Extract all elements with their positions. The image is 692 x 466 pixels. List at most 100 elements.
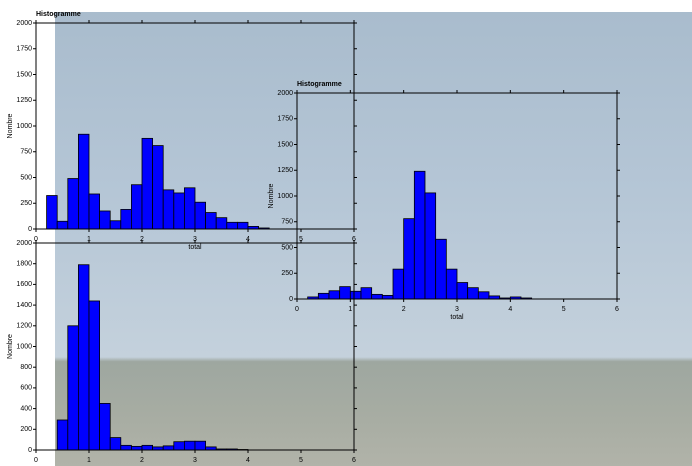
y-tick-label: 1750 [16,46,32,53]
x-tick-label: 4 [246,457,250,464]
x-tick-label: 6 [352,457,356,464]
bar [227,222,238,229]
y-tick-label: 1200 [16,323,32,330]
y-tick-label: 1800 [16,261,32,268]
x-tick-label: 2 [140,457,144,464]
x-tick-label: 2 [402,306,406,313]
bar [100,211,111,229]
y-tick-label: 500 [20,174,32,181]
bar [468,288,479,299]
bar [361,288,372,299]
y-tick-label: 0 [28,447,32,454]
bar [393,269,404,299]
bar [57,420,68,450]
bar [457,283,468,299]
page: 0250500750100012501500175020000123456His… [0,0,692,466]
bar [436,239,447,299]
y-tick-label: 2000 [277,90,293,97]
y-tick-label: 500 [281,244,293,251]
y-tick-label: 200 [20,426,32,433]
bar [163,190,174,229]
x-tick-label: 3 [193,457,197,464]
x-tick-label: 0 [295,306,299,313]
bar [206,213,217,229]
x-axis-label: total [450,314,464,321]
bar [47,196,58,229]
bar [153,146,164,229]
y-tick-label: 1000 [16,123,32,130]
y-tick-label: 250 [281,270,293,277]
bar [195,202,206,229]
bar [216,218,227,229]
bar [78,134,89,229]
y-tick-label: 1250 [16,97,32,104]
bar [110,438,121,450]
y-tick-label: 1250 [277,167,293,174]
bar [131,446,142,450]
y-tick-label: 2000 [16,20,32,27]
x-axis-label: total [188,244,202,251]
y-tick-label: 1000 [277,193,293,200]
y-axis-label: Nombre [268,183,275,208]
bar [184,441,195,450]
plot-frame [297,93,617,299]
x-tick-label: 6 [615,306,619,313]
bar [100,403,111,450]
bar [110,221,121,229]
y-tick-label: 2000 [16,240,32,247]
bar [446,269,457,299]
bar [329,291,340,299]
y-tick-label: 0 [28,226,32,233]
y-tick-label: 1000 [16,343,32,350]
chart-title: Histogramme [297,81,342,88]
bar [340,287,351,299]
y-tick-label: 1600 [16,281,32,288]
bar [195,441,206,450]
x-tick-label: 0 [34,457,38,464]
bar [318,293,329,299]
bar [142,445,153,450]
bar [404,219,415,299]
y-tick-label: 400 [20,405,32,412]
y-tick-label: 250 [20,200,32,207]
x-tick-label: 1 [348,306,352,313]
bar [57,221,68,229]
bar [142,138,153,229]
x-tick-label: 5 [299,457,303,464]
y-axis-label: Nombre [7,334,14,359]
bar [163,446,174,450]
y-tick-label: 1500 [277,141,293,148]
y-tick-label: 750 [281,219,293,226]
bar [425,193,436,299]
charts: 0250500750100012501500175020000123456His… [0,0,692,466]
bar [121,445,132,450]
chart-title: Histogramme [36,11,81,18]
x-tick-label: 1 [87,457,91,464]
y-tick-label: 1400 [16,302,32,309]
bar [121,209,132,229]
bar [68,179,79,229]
y-tick-label: 600 [20,385,32,392]
y-tick-label: 750 [20,149,32,156]
bar [131,185,142,229]
bar [414,171,425,299]
x-tick-label: 3 [455,306,459,313]
bar [78,265,89,450]
bar [382,295,393,299]
bar [237,222,248,229]
bar [89,194,100,229]
bar [372,294,383,299]
y-tick-label: 1750 [277,116,293,123]
y-tick-label: 0 [289,296,293,303]
y-tick-label: 1500 [16,71,32,78]
bar [174,442,185,450]
bar [68,326,79,450]
bar [478,292,489,299]
x-tick-label: 5 [562,306,566,313]
y-axis-label: Nombre [7,113,14,138]
y-tick-label: 800 [20,364,32,371]
bar [184,188,195,229]
bar [350,291,361,299]
x-tick-label: 4 [508,306,512,313]
bar [174,193,185,229]
